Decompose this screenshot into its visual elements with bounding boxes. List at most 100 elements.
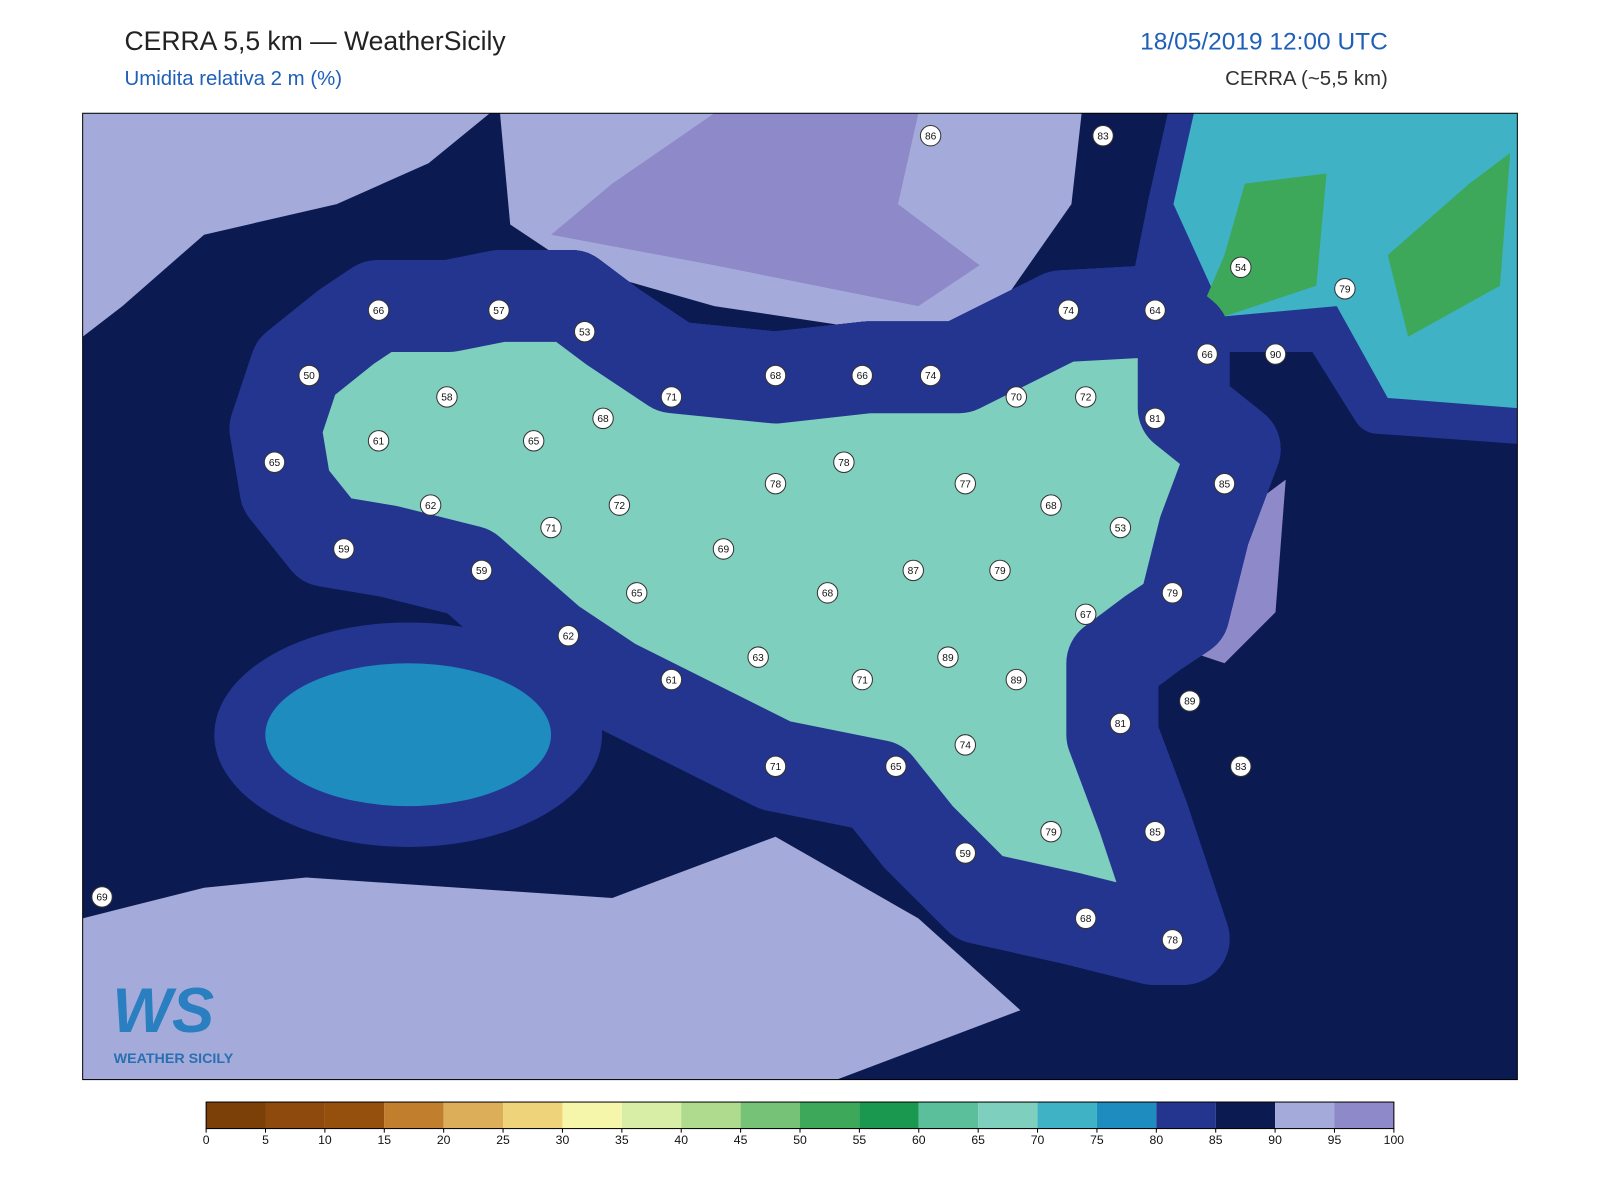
- station-value: 63: [752, 653, 764, 664]
- station-value: 90: [1270, 350, 1282, 361]
- colorbar-tick-label: 15: [377, 1133, 391, 1147]
- colorbar-tick-label: 60: [912, 1133, 926, 1147]
- station-marker: [1075, 603, 1097, 625]
- station-marker: [1264, 343, 1287, 365]
- colorbar-swatch: [1096, 1102, 1157, 1129]
- station-value: 65: [528, 437, 540, 448]
- station-value: 67: [1080, 610, 1092, 621]
- station-value: 86: [925, 131, 937, 142]
- station-marker: [1075, 907, 1097, 930]
- colorbar-tick-label: 10: [318, 1133, 332, 1147]
- station-marker: [1334, 278, 1356, 300]
- station-value: 69: [96, 893, 108, 904]
- station-value: 74: [960, 741, 972, 752]
- station-marker: [747, 646, 769, 668]
- colorbar-swatch: [1334, 1102, 1394, 1129]
- colorbar-swatch: [681, 1102, 741, 1129]
- station-marker: [660, 386, 683, 408]
- colorbar-swatch: [740, 1102, 800, 1129]
- station-marker: [764, 472, 787, 495]
- model-label: CERRA (~5,5 km): [1225, 68, 1388, 90]
- station-marker: [608, 494, 631, 516]
- station-marker: [816, 582, 839, 604]
- station-marker: [1196, 343, 1218, 365]
- colorbar-swatch: [443, 1102, 504, 1129]
- station-value: 89: [1184, 697, 1196, 708]
- field-area: [82, 836, 1021, 1080]
- colorbar-tick-label: 65: [971, 1133, 985, 1147]
- station-marker: [557, 625, 580, 647]
- station-marker: [1040, 494, 1062, 516]
- station-value: 61: [373, 437, 385, 448]
- colorbar-swatch: [1275, 1102, 1335, 1129]
- station-marker: [1213, 472, 1236, 495]
- station-marker: [764, 364, 787, 387]
- station-value: 65: [890, 762, 902, 773]
- colorbar-tick-label: 40: [674, 1133, 688, 1147]
- station-marker: [1161, 929, 1184, 951]
- station-marker: [1179, 690, 1201, 712]
- station-marker: [954, 734, 977, 756]
- station-marker: [419, 494, 442, 516]
- station-marker: [367, 299, 390, 321]
- station-marker: [573, 320, 596, 343]
- colorbar-tick-label: 55: [853, 1133, 867, 1147]
- colorbar-swatch: [1037, 1102, 1097, 1129]
- station-value: 72: [1080, 393, 1092, 404]
- colorbar-tick-label: 70: [1031, 1133, 1045, 1147]
- station-value: 53: [579, 327, 591, 338]
- station-value: 68: [770, 371, 782, 382]
- station-marker: [1109, 712, 1132, 735]
- colorbar-swatch: [918, 1102, 979, 1129]
- logo: WS WEATHER SICILY: [112, 976, 233, 1067]
- station-value: 70: [1011, 393, 1023, 404]
- station-marker: [1144, 299, 1166, 321]
- station-value: 62: [563, 631, 575, 642]
- station-value: 57: [493, 306, 505, 317]
- colorbar-tick-label: 0: [203, 1133, 210, 1147]
- station-marker: [919, 364, 942, 387]
- station-value: 78: [838, 458, 850, 469]
- station-value: 50: [304, 371, 316, 382]
- colorbar-swatch: [206, 1102, 266, 1129]
- station-value: 79: [1045, 827, 1057, 838]
- colorbar-swatch: [1215, 1102, 1276, 1129]
- station-marker: [937, 646, 959, 668]
- station-value: 59: [476, 566, 488, 577]
- station-value: 59: [960, 849, 972, 860]
- station-marker: [263, 451, 286, 473]
- station-value: 65: [631, 589, 643, 600]
- colorbar-tick-label: 5: [262, 1133, 269, 1147]
- colorbar-swatch: [1156, 1102, 1216, 1129]
- colorbar-swatch: [978, 1102, 1038, 1129]
- station-value: 85: [1219, 479, 1231, 490]
- station-value: 66: [1201, 350, 1213, 361]
- station-value: 66: [373, 306, 385, 317]
- station-value: 68: [822, 589, 834, 600]
- station-marker: [660, 668, 683, 691]
- station-value: 81: [1115, 719, 1127, 730]
- station-marker: [1109, 516, 1132, 539]
- station-value: 62: [425, 501, 437, 512]
- field-area: [265, 663, 552, 807]
- station-marker: [626, 582, 648, 604]
- colorbar-tick-label: 90: [1268, 1133, 1282, 1147]
- station-value: 78: [1167, 936, 1179, 947]
- station-marker: [298, 364, 320, 387]
- colorbar-tick-label: 100: [1384, 1133, 1405, 1147]
- title: CERRA 5,5 km — WeatherSicily: [124, 26, 506, 56]
- stations: 86 83 54 79 66 57 53 74 64 66 90 50 68 66 74 58 71 70 72 68…: [91, 125, 1356, 951]
- station-value: 68: [1080, 914, 1092, 925]
- map-frame: [82, 112, 1518, 1081]
- colorbar-swatch: [800, 1102, 860, 1129]
- station-value: 71: [666, 393, 678, 404]
- colorbar-tick-label: 85: [1209, 1133, 1223, 1147]
- station-value: 69: [718, 545, 730, 556]
- station-marker: [333, 538, 355, 560]
- station-marker: [989, 559, 1011, 582]
- station-marker: [522, 430, 545, 452]
- station-marker: [954, 842, 977, 864]
- station-marker: [1161, 582, 1184, 604]
- station-value: 83: [1097, 131, 1109, 142]
